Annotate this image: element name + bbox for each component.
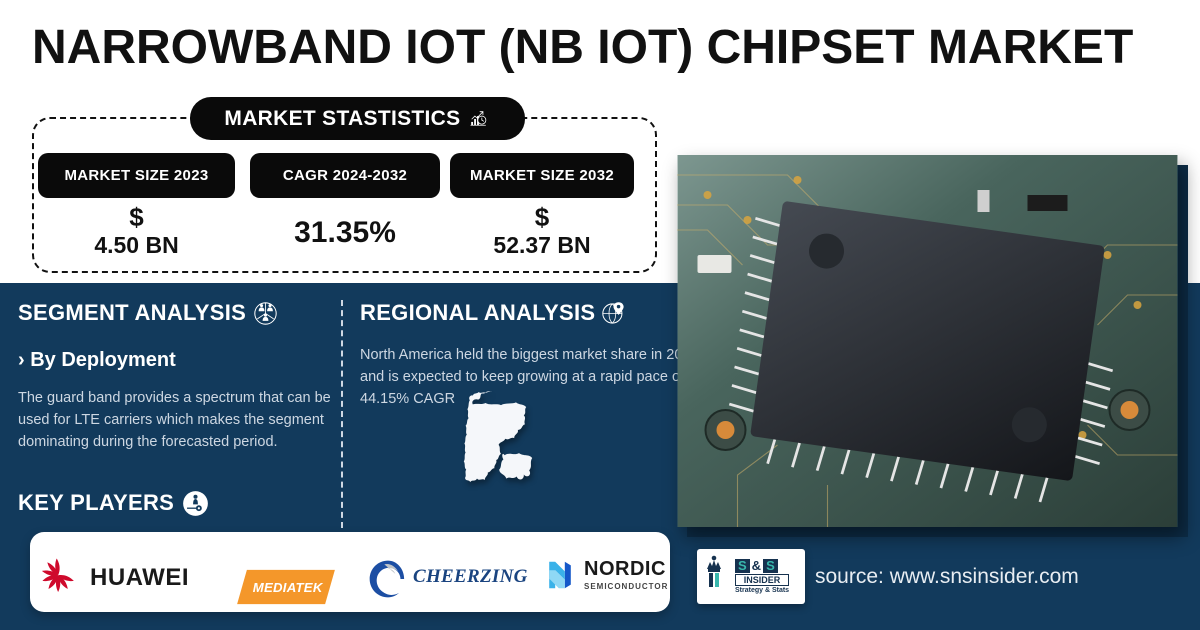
svg-text:MEDIATEK: MEDIATEK — [253, 580, 324, 595]
